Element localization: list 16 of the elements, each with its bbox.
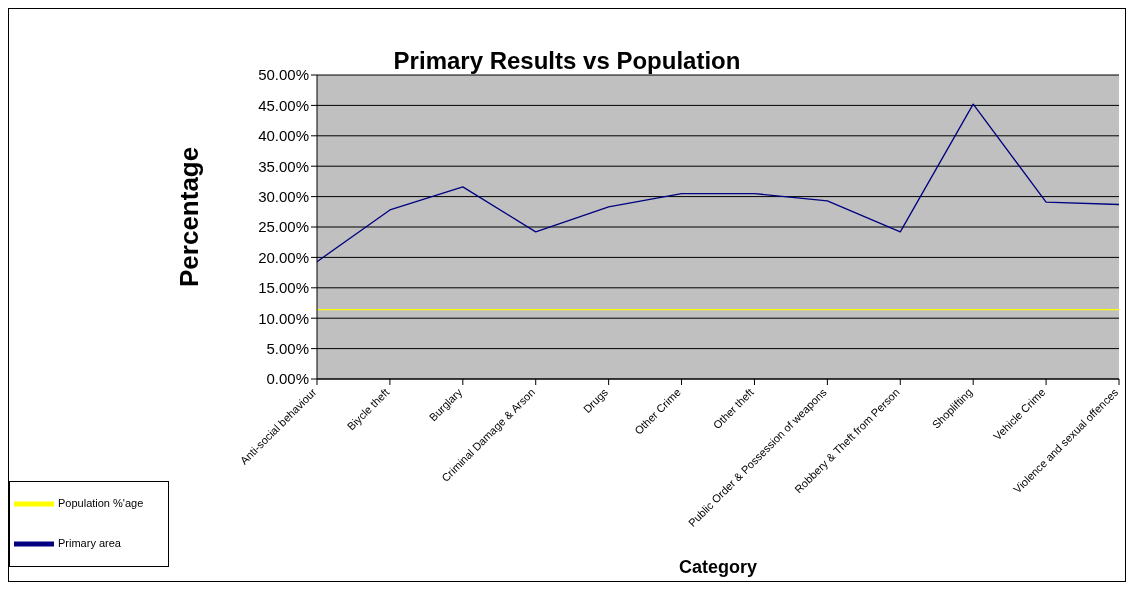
y-tick-label: 25.00% [258,218,309,236]
y-tick-label: 5.00% [266,339,309,357]
y-tick-label: 10.00% [258,309,309,327]
x-axis-title: Category [678,557,758,577]
y-tick-label: 0.00% [266,370,309,388]
y-tick-label: 50.00% [258,66,309,84]
y-tick-label: 15.00% [258,279,309,297]
y-tick-label: 30.00% [258,187,309,205]
legend-label: Population %'age [58,496,144,509]
legend-label: Primary area [58,536,121,549]
y-tick-label: 35.00% [258,157,309,175]
y-tick-label: 40.00% [258,127,309,145]
chart-title: Primary Results vs Population [393,47,741,74]
y-axis-title: Percentage [174,146,205,287]
y-tick-label: 20.00% [258,248,309,266]
y-tick-label: 45.00% [258,96,309,114]
